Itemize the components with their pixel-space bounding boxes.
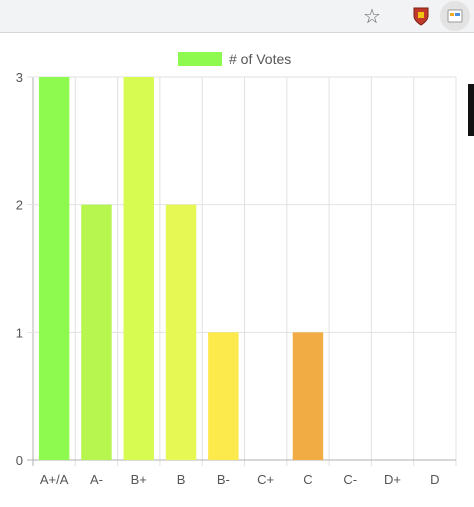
extension-icon[interactable] xyxy=(440,1,470,31)
bar-B[interactable] xyxy=(165,204,197,460)
x-tick-label: C+ xyxy=(257,472,274,487)
legend-label: # of Votes xyxy=(229,51,291,67)
x-tick-label: B xyxy=(177,472,186,487)
window-edge xyxy=(468,84,474,136)
bar-A-[interactable] xyxy=(81,204,112,460)
shield-icon[interactable] xyxy=(409,4,433,28)
x-tick-label: A- xyxy=(90,472,103,487)
x-tick-label: D+ xyxy=(384,472,401,487)
y-tick-label: 3 xyxy=(16,70,23,85)
bar-B+[interactable] xyxy=(123,77,154,460)
bar-C[interactable] xyxy=(292,332,324,460)
legend-swatch[interactable] xyxy=(178,52,222,66)
chart-popup: 0 1 2 3 A+/A A- B+ B B- C+ C C- D+ D # of Votes xyxy=(0,33,466,502)
bar-chart: 0 1 2 3 A+/A A- B+ B B- C+ C C- D+ D # of Votes xyxy=(16,51,457,487)
bar-B-[interactable] xyxy=(208,332,239,460)
x-tick-label: A+/A xyxy=(40,472,69,487)
x-tick-label: C- xyxy=(343,472,357,487)
x-tick-label: B+ xyxy=(131,472,147,487)
x-tick-label: C xyxy=(303,472,312,487)
x-tick-label: B- xyxy=(217,472,230,487)
x-tick-label: D xyxy=(430,472,439,487)
browser-toolbar: ☆ xyxy=(0,0,474,33)
bar-A+/A[interactable] xyxy=(38,77,70,460)
y-tick-label: 0 xyxy=(16,453,23,468)
star-icon[interactable]: ☆ xyxy=(363,5,381,28)
y-tick-label: 1 xyxy=(16,325,23,340)
y-tick-label: 2 xyxy=(16,198,23,213)
